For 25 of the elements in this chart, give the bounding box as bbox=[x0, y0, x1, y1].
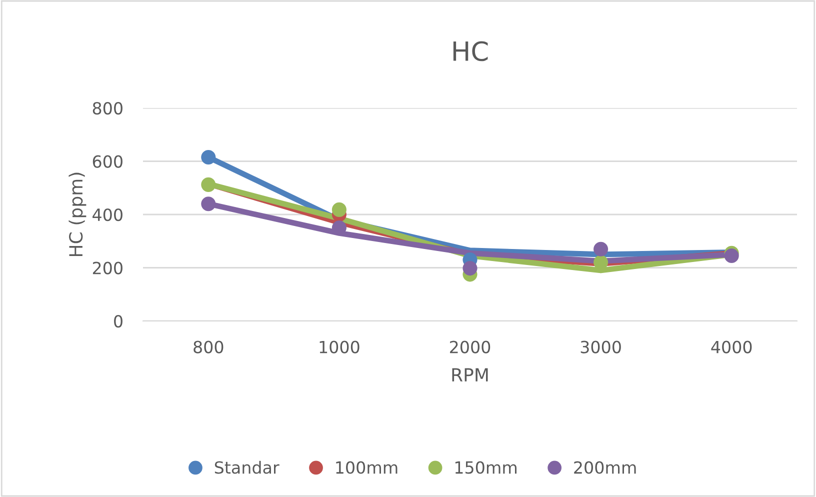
y-tick-label: 0 bbox=[114, 314, 122, 328]
legend-label: Standar bbox=[214, 460, 280, 474]
y-tick-label: 200 bbox=[92, 262, 122, 274]
point bbox=[201, 196, 216, 212]
point bbox=[332, 202, 346, 217]
legend-label: 100mm bbox=[336, 461, 398, 474]
x-axis-title: RPM bbox=[452, 368, 488, 382]
point bbox=[594, 242, 608, 256]
point bbox=[462, 261, 478, 276]
y-axis-title: HC (ppm) bbox=[68, 172, 86, 256]
point bbox=[201, 177, 216, 192]
x-tick-label: 800 bbox=[194, 340, 224, 354]
point bbox=[201, 150, 216, 165]
legend-label: 150mm bbox=[455, 461, 516, 474]
y-tick-label: 800 bbox=[92, 102, 122, 115]
x-tick-label: 2000 bbox=[450, 340, 490, 354]
x-tick-label: 4000 bbox=[711, 340, 752, 354]
y-tick-label: 400 bbox=[92, 208, 122, 222]
point bbox=[594, 255, 608, 270]
legend-label: 200mm bbox=[574, 461, 636, 474]
x-tick-label: 1000 bbox=[320, 340, 360, 354]
x-tick-label: 3000 bbox=[580, 340, 621, 354]
point bbox=[724, 248, 739, 264]
chart-title: HC bbox=[453, 41, 488, 62]
y-tick-label: 600 bbox=[92, 155, 122, 168]
